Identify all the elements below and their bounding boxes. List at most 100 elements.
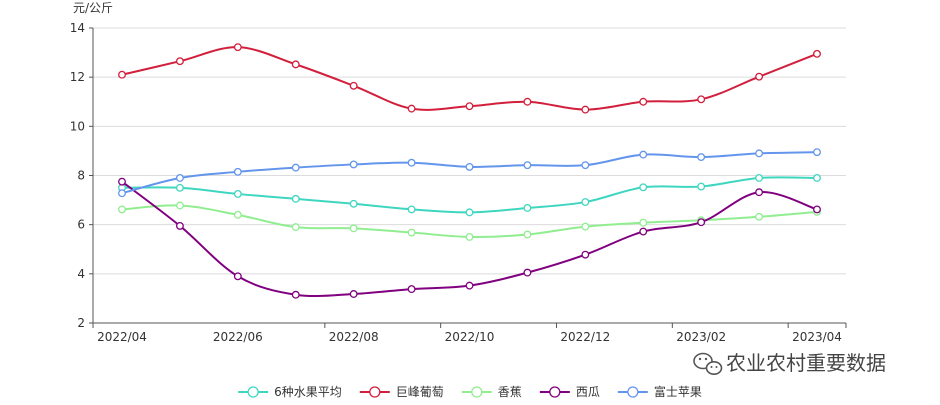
data-point[interactable]	[465, 281, 474, 290]
wechat-icon	[693, 352, 723, 375]
data-point[interactable]	[349, 199, 358, 208]
legend-label: 6种水果平均	[274, 385, 342, 399]
data-point[interactable]	[755, 188, 764, 197]
data-point[interactable]	[233, 272, 242, 281]
legend-swatch-marker	[369, 386, 381, 398]
data-point[interactable]	[175, 174, 184, 182]
data-point[interactable]	[407, 285, 416, 294]
watermark: 农业农村重要数据	[693, 351, 886, 375]
data-point[interactable]	[233, 210, 242, 219]
data-point[interactable]	[523, 230, 532, 239]
data-point[interactable]	[349, 224, 358, 233]
y-tick-label: 4	[77, 267, 85, 281]
data-point[interactable]	[639, 150, 648, 159]
legend-item[interactable]: 6种水果平均	[238, 385, 342, 399]
watermark-text: 农业农村重要数据	[726, 351, 886, 375]
legend-label: 巨峰葡萄	[396, 385, 444, 399]
data-point[interactable]	[407, 158, 416, 167]
data-point[interactable]	[349, 81, 358, 90]
data-point[interactable]	[755, 212, 764, 221]
series-group	[118, 43, 821, 299]
data-point[interactable]	[813, 49, 821, 58]
data-point[interactable]	[407, 228, 416, 237]
data-point[interactable]	[233, 167, 242, 176]
data-point[interactable]	[233, 43, 242, 52]
data-point[interactable]	[813, 148, 821, 157]
data-point[interactable]	[581, 105, 590, 114]
data-point[interactable]	[581, 250, 590, 259]
data-point[interactable]	[175, 183, 184, 192]
series-line	[121, 46, 818, 111]
data-point[interactable]	[291, 194, 300, 203]
data-point[interactable]	[523, 268, 532, 277]
data-point[interactable]	[291, 223, 300, 232]
y-tick-label: 8	[77, 169, 85, 183]
data-point[interactable]	[813, 205, 821, 214]
x-tick-label: 2022/12	[560, 330, 610, 344]
data-point[interactable]	[407, 104, 416, 113]
data-point[interactable]	[465, 162, 474, 171]
legend-label: 西瓜	[576, 385, 600, 399]
legend-label: 富士苹果	[654, 384, 702, 399]
data-point[interactable]	[118, 189, 126, 198]
data-point[interactable]	[581, 222, 590, 231]
y-tick-label: 12	[70, 70, 85, 84]
series-0	[118, 174, 821, 217]
data-point[interactable]	[291, 60, 300, 69]
data-point[interactable]	[349, 160, 358, 169]
legend-label: 香蕉	[498, 385, 522, 399]
data-point[interactable]	[697, 153, 706, 162]
data-point[interactable]	[581, 198, 590, 206]
data-point[interactable]	[291, 290, 300, 299]
x-tick-label: 2022/10	[445, 330, 495, 344]
series-4	[118, 148, 821, 198]
legend-item[interactable]: 富士苹果	[617, 384, 702, 399]
x-tick-label: 2022/04	[97, 330, 147, 344]
x-tick-label: 2022/06	[213, 330, 263, 344]
data-point[interactable]	[175, 201, 184, 210]
data-point[interactable]	[175, 57, 184, 66]
legend[interactable]: 6种水果平均 巨峰葡萄 香蕉 西瓜 富士苹果	[238, 384, 702, 399]
data-point[interactable]	[291, 163, 300, 172]
legend-swatch-marker	[549, 386, 561, 398]
data-point[interactable]	[581, 161, 590, 170]
data-point[interactable]	[523, 97, 532, 106]
y-tick-label: 14	[70, 21, 85, 35]
data-point[interactable]	[465, 233, 474, 241]
data-point[interactable]	[118, 70, 126, 79]
x-tick-label: 2023/04	[792, 330, 842, 344]
data-point[interactable]	[523, 203, 532, 212]
y-axis-unit-label: 元/公斤	[73, 1, 113, 15]
data-point[interactable]	[407, 205, 416, 214]
series-line	[121, 151, 818, 195]
legend-swatch-marker	[471, 386, 483, 398]
x-tick-label: 2022/08	[329, 330, 379, 344]
data-point[interactable]	[755, 149, 764, 158]
data-point[interactable]	[118, 177, 126, 186]
data-point[interactable]	[465, 102, 474, 111]
data-point[interactable]	[697, 95, 706, 104]
data-point[interactable]	[639, 227, 648, 236]
data-point[interactable]	[118, 205, 126, 214]
data-point[interactable]	[523, 161, 532, 170]
data-point[interactable]	[697, 218, 706, 227]
legend-item[interactable]: 香蕉	[461, 385, 522, 399]
series-1	[118, 43, 821, 114]
data-point[interactable]	[639, 183, 648, 192]
data-point[interactable]	[755, 174, 764, 182]
y-tick-label: 10	[70, 119, 85, 133]
data-point[interactable]	[813, 174, 821, 182]
data-point[interactable]	[175, 221, 184, 230]
data-point[interactable]	[639, 97, 648, 106]
data-point[interactable]	[349, 290, 358, 298]
data-point[interactable]	[639, 218, 648, 227]
data-point[interactable]	[465, 208, 474, 217]
data-point[interactable]	[233, 189, 242, 198]
data-point[interactable]	[755, 72, 764, 81]
legend-item[interactable]: 巨峰葡萄	[359, 385, 444, 399]
series-line	[121, 176, 818, 214]
legend-item[interactable]: 西瓜	[539, 385, 600, 399]
data-point[interactable]	[697, 182, 706, 191]
grid-lines	[93, 27, 846, 324]
